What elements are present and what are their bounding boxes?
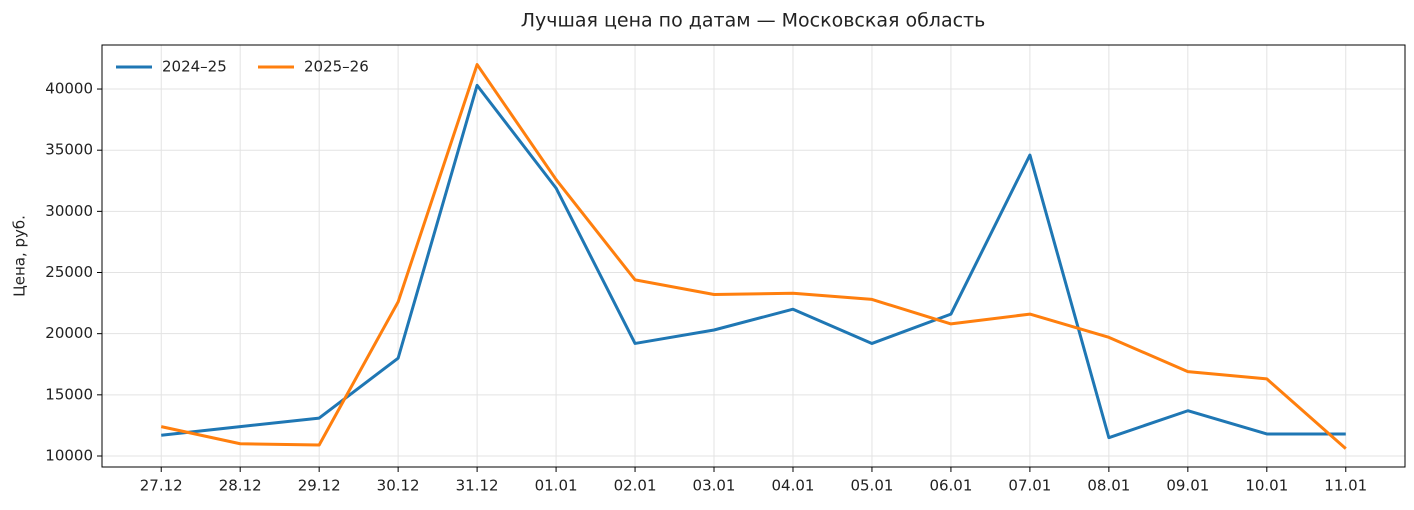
x-tick-label: 07.01 [1008,477,1051,495]
y-tick-label: 10000 [45,446,93,464]
x-tick-label: 03.01 [693,477,736,495]
y-tick-label: 20000 [45,324,93,342]
x-tick-label: 06.01 [929,477,972,495]
y-tick-label: 25000 [45,263,93,281]
x-tick-label: 10.01 [1245,477,1288,495]
x-tick-label: 02.01 [614,477,657,495]
y-tick-label: 40000 [45,80,93,98]
x-tick-label: 30.12 [377,477,420,495]
x-tick-label: 31.12 [456,477,499,495]
x-tick-label: 27.12 [140,477,183,495]
chart-title: Лучшая цена по датам — Московская област… [521,10,986,32]
x-tick-label: 09.01 [1166,477,1209,495]
y-tick-label: 15000 [45,385,93,403]
x-tick-label: 29.12 [298,477,341,495]
y-tick-label: 30000 [45,202,93,220]
y-tick-label: 35000 [45,141,93,159]
legend-label: 2024–25 [162,58,227,76]
x-tick-label: 04.01 [772,477,815,495]
x-tick-label: 05.01 [850,477,893,495]
x-tick-label: 08.01 [1087,477,1130,495]
line-series [161,83,1346,440]
legend-label: 2025–26 [304,58,369,76]
x-tick-label: 28.12 [219,477,262,495]
x-tick-label: 01.01 [535,477,578,495]
line-series [160,63,1347,450]
y-axis-label: Цена, руб. [11,215,29,297]
plot-frame [101,44,1406,468]
x-tick-label: 11.01 [1324,477,1367,495]
